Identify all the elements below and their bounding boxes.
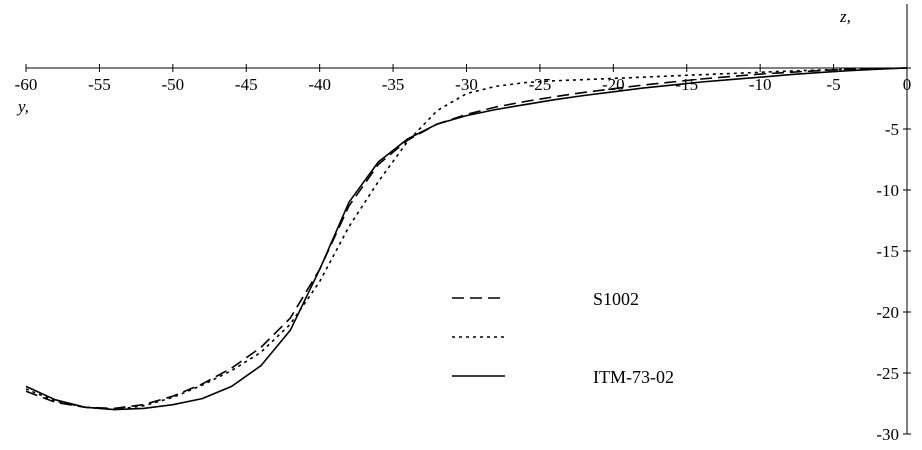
series-group	[25, 67, 908, 411]
series-line-solid	[25, 67, 908, 411]
x-tick-label: -25	[529, 75, 552, 94]
x-axis-label: y,	[16, 97, 29, 116]
x-tick-label: -60	[15, 75, 38, 94]
series-line-dotted	[25, 67, 908, 411]
series-line-dashed	[25, 67, 908, 410]
legend-label: S1002	[593, 289, 639, 309]
y-tick-label: -25	[876, 364, 899, 383]
x-tick-label: -30	[455, 75, 478, 94]
x-tick-label: 0	[903, 75, 912, 94]
legend: S1002 ITM-73-02	[452, 289, 674, 387]
y-tick-label: -20	[876, 303, 899, 322]
x-tick-label: -5	[826, 75, 840, 94]
y-tick-label: -10	[876, 181, 899, 200]
x-tick-label: -35	[382, 75, 405, 94]
x-tick-label: -10	[749, 75, 772, 94]
y-ticks: -5 -10 -15 -20 -25 -30	[876, 67, 911, 444]
y-tick-label: -15	[876, 242, 899, 261]
y-tick-label: -5	[885, 120, 899, 139]
x-tick-label: -40	[308, 75, 331, 94]
x-tick-label: -45	[235, 75, 258, 94]
x-tick-label: -20	[602, 75, 625, 94]
legend-label: ITM-73-02	[593, 367, 674, 387]
y-axis-label: z,	[839, 7, 851, 26]
y-tick-label: -30	[876, 425, 899, 444]
x-ticks: -60 -55 -50 -45 -40 -35 -30 -25 -20 -15 -10 -5 0	[15, 64, 912, 94]
x-tick-label: -50	[161, 75, 184, 94]
x-tick-label: -55	[88, 75, 111, 94]
